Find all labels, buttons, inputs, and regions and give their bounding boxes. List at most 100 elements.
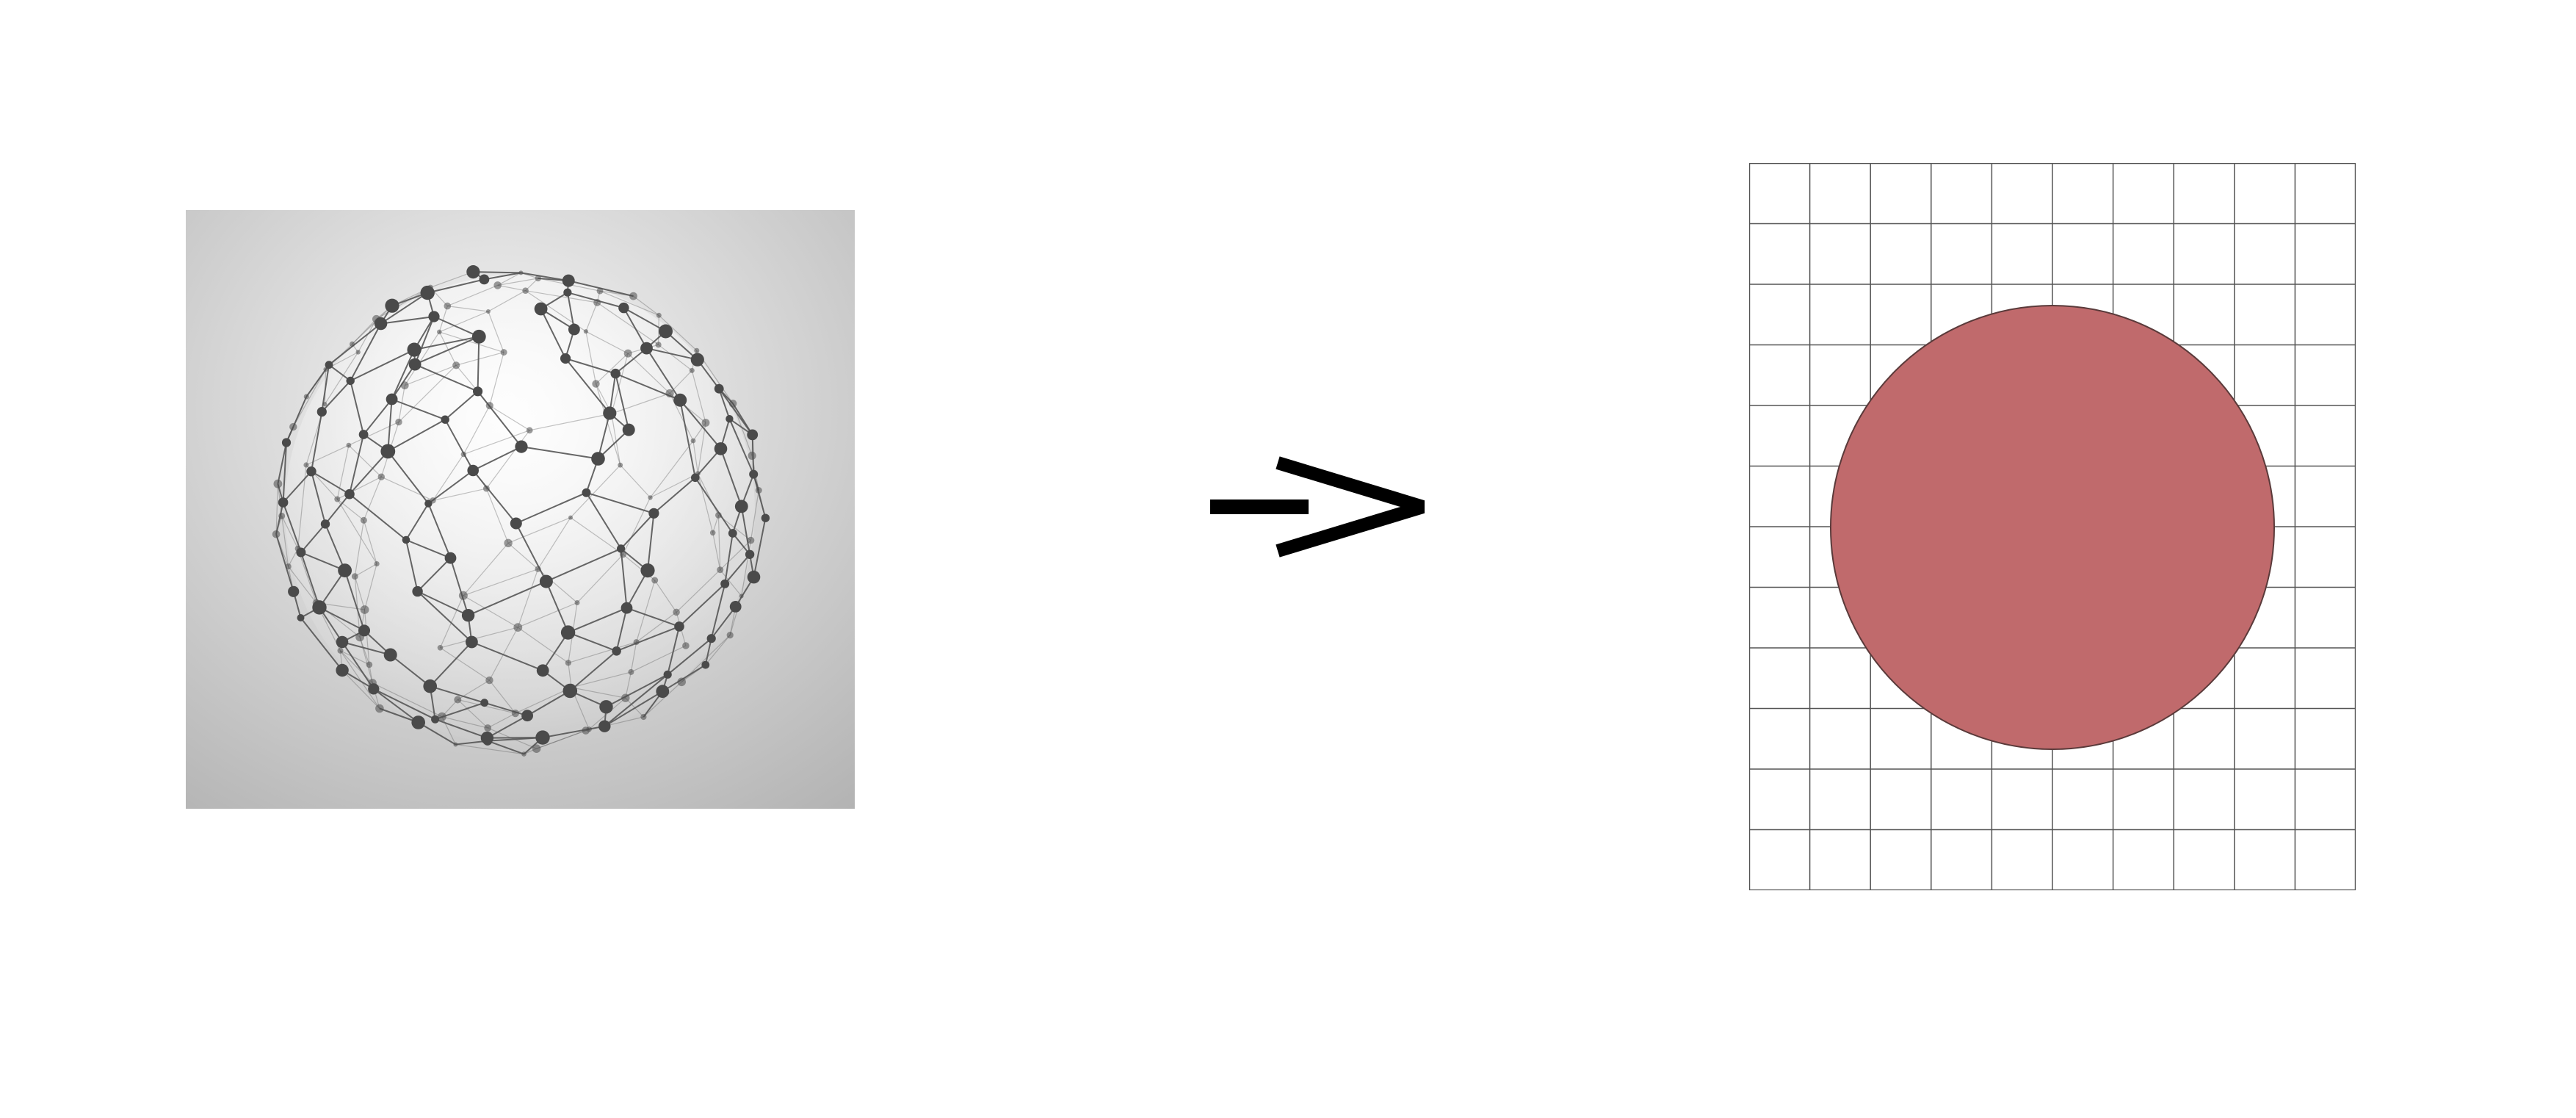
- network-edge: [740, 506, 751, 555]
- network-node: [337, 647, 344, 654]
- network-node: [480, 731, 494, 745]
- network-edge: [387, 419, 446, 452]
- network-edge: [497, 278, 538, 286]
- network-edge: [753, 518, 767, 577]
- network-edge: [300, 552, 320, 608]
- network-node: [334, 496, 341, 502]
- network-edge: [487, 740, 524, 755]
- network-node: [427, 284, 433, 290]
- network-edge: [676, 569, 721, 613]
- arrow-head: [1276, 456, 1425, 558]
- network-edge: [275, 483, 278, 535]
- network-node: [303, 462, 309, 468]
- network-edge: [391, 398, 446, 421]
- network-edge: [427, 503, 452, 559]
- network-edge: [438, 306, 448, 333]
- network-edge: [444, 391, 479, 420]
- network-edge: [623, 307, 648, 349]
- network-edge: [372, 682, 443, 718]
- network-node: [535, 730, 550, 745]
- network-node: [689, 367, 695, 373]
- network-edge: [398, 364, 457, 423]
- network-node: [622, 423, 635, 436]
- network-edge: [728, 418, 755, 475]
- network-edge: [485, 488, 509, 544]
- network-node: [294, 545, 301, 552]
- network-edge: [712, 533, 721, 570]
- network-edge: [321, 380, 351, 413]
- network-edge: [515, 523, 547, 583]
- network-edge: [720, 569, 742, 596]
- network-edge: [679, 400, 696, 478]
- network-edge: [416, 557, 452, 592]
- network-edge: [697, 473, 714, 533]
- network-node: [288, 585, 300, 597]
- network-edge: [627, 353, 670, 394]
- network-node: [617, 544, 626, 553]
- network-node: [574, 600, 580, 605]
- network-edge: [616, 625, 680, 652]
- network-edge: [681, 635, 731, 682]
- network-edge: [286, 396, 308, 443]
- network-node: [599, 700, 613, 714]
- network-edge: [568, 663, 572, 688]
- network-edge: [463, 405, 491, 455]
- network-edge: [417, 591, 469, 616]
- network-edge: [300, 523, 326, 553]
- network-node: [430, 497, 436, 504]
- network-edge: [597, 413, 611, 459]
- network-edge: [414, 336, 480, 366]
- network-edge: [288, 566, 317, 603]
- network-node: [521, 751, 527, 757]
- network-edge: [724, 533, 734, 584]
- network-edge: [416, 591, 473, 643]
- network-edge: [363, 398, 393, 436]
- network-edge: [311, 470, 350, 495]
- network-edge: [341, 641, 375, 690]
- network-node: [386, 393, 398, 405]
- network-node: [623, 349, 632, 358]
- network-edge: [487, 737, 543, 739]
- network-node: [467, 464, 479, 477]
- network-edge: [404, 364, 457, 386]
- network-edge: [599, 290, 659, 316]
- network-node: [372, 314, 380, 323]
- network-node: [560, 625, 576, 640]
- network-edge: [585, 331, 629, 354]
- network-edge: [363, 476, 382, 521]
- network-node: [377, 473, 385, 480]
- network-node: [749, 469, 759, 479]
- network-node: [380, 444, 396, 459]
- network-node: [729, 601, 742, 613]
- network-node: [621, 693, 630, 702]
- network-node: [619, 551, 627, 558]
- network-edge: [681, 664, 706, 682]
- network-node: [583, 329, 589, 334]
- network-node: [316, 407, 327, 417]
- network-edge: [414, 364, 478, 392]
- network-node: [593, 298, 601, 306]
- network-node: [504, 538, 513, 547]
- network-edge: [387, 399, 393, 452]
- network-edge: [441, 716, 456, 745]
- network-edge: [328, 322, 382, 366]
- network-node: [618, 462, 623, 468]
- network-edge: [305, 444, 350, 466]
- network-edge: [565, 358, 616, 375]
- network-node: [568, 515, 573, 520]
- network-node: [272, 530, 281, 538]
- network-node: [726, 415, 734, 423]
- network-node: [323, 367, 328, 372]
- network-edge: [430, 685, 485, 704]
- network-edge: [620, 464, 651, 498]
- network-node: [648, 495, 653, 500]
- network-edge: [540, 309, 566, 359]
- network-node: [655, 342, 662, 348]
- network-node: [437, 645, 444, 651]
- network-edge: [364, 563, 377, 610]
- network-node: [592, 380, 600, 388]
- network-edge: [658, 314, 698, 351]
- network-edge: [705, 635, 731, 666]
- network-edge: [546, 547, 622, 583]
- network-edge: [348, 444, 382, 477]
